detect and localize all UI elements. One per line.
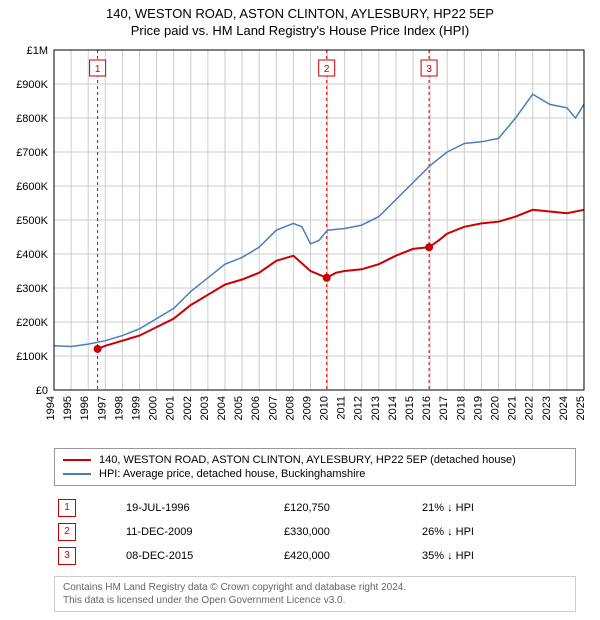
xtick-label: 2023 bbox=[541, 396, 553, 420]
xtick-label: 2005 bbox=[233, 396, 245, 420]
xtick-label: 2021 bbox=[507, 396, 519, 420]
xtick-label: 2019 bbox=[472, 396, 484, 420]
xtick-label: 2015 bbox=[404, 396, 416, 420]
marker-dot bbox=[323, 274, 331, 282]
xtick-label: 2009 bbox=[301, 396, 313, 420]
marker-flag-num: 2 bbox=[324, 64, 330, 75]
xtick-label: 2017 bbox=[438, 396, 450, 420]
ytick-label: £1M bbox=[27, 45, 48, 57]
marker-price: £330,000 bbox=[280, 520, 418, 544]
footer-line2: This data is licensed under the Open Gov… bbox=[63, 594, 567, 607]
ytick-label: £0 bbox=[36, 385, 48, 397]
xtick-label: 2025 bbox=[575, 396, 587, 420]
marker-date: 19-JUL-1996 bbox=[122, 496, 280, 520]
xtick-label: 2011 bbox=[336, 396, 348, 420]
marker-dot bbox=[425, 243, 433, 251]
attribution-footer: Contains HM Land Registry data © Crown c… bbox=[54, 576, 576, 612]
marker-delta: 35% ↓ HPI bbox=[418, 544, 576, 568]
legend-label: HPI: Average price, detached house, Buck… bbox=[99, 468, 365, 480]
legend-label: 140, WESTON ROAD, ASTON CLINTON, AYLESBU… bbox=[99, 454, 516, 466]
xtick-label: 2024 bbox=[558, 396, 570, 420]
ytick-label: £100K bbox=[16, 351, 48, 363]
xtick-label: 1996 bbox=[79, 396, 91, 420]
marker-box: 3 bbox=[58, 547, 76, 565]
xtick-label: 2002 bbox=[182, 396, 194, 420]
legend-row: 140, WESTON ROAD, ASTON CLINTON, AYLESBU… bbox=[63, 453, 567, 467]
marker-date: 11-DEC-2009 bbox=[122, 520, 280, 544]
xtick-label: 2006 bbox=[250, 396, 262, 420]
marker-date: 08-DEC-2015 bbox=[122, 544, 280, 568]
chart-title-address: 140, WESTON ROAD, ASTON CLINTON, AYLESBU… bbox=[0, 6, 600, 21]
ytick-label: £900K bbox=[16, 79, 48, 91]
ytick-label: £300K bbox=[16, 283, 48, 295]
marker-row: 1 19-JUL-1996£120,75021% ↓ HPI bbox=[54, 496, 576, 520]
chart-plot: £0 £100K £200K £300K £400K £500K £600K £700K £80… bbox=[0, 40, 600, 440]
marker-box: 2 bbox=[58, 523, 76, 541]
marker-price: £120,750 bbox=[280, 496, 418, 520]
marker-dot bbox=[94, 345, 102, 353]
xtick-label: 2012 bbox=[353, 396, 365, 420]
marker-table: 1 19-JUL-1996£120,75021% ↓ HPI 2 11-DEC-200… bbox=[54, 496, 576, 568]
xtick-label: 2003 bbox=[199, 396, 211, 420]
marker-row: 2 11-DEC-2009£330,00026% ↓ HPI bbox=[54, 520, 576, 544]
marker-flag-num: 3 bbox=[426, 64, 432, 75]
chart-container: 140, WESTON ROAD, ASTON CLINTON, AYLESBU… bbox=[0, 0, 600, 612]
xtick-label: 2022 bbox=[524, 396, 536, 420]
marker-row: 3 08-DEC-2015£420,00035% ↓ HPI bbox=[54, 544, 576, 568]
xtick-label: 2001 bbox=[165, 396, 177, 420]
xtick-label: 1999 bbox=[130, 396, 142, 420]
chart-titles: 140, WESTON ROAD, ASTON CLINTON, AYLESBU… bbox=[0, 0, 600, 40]
marker-box: 1 bbox=[58, 499, 76, 517]
xtick-label: 1998 bbox=[113, 396, 125, 420]
legend-swatch bbox=[63, 473, 91, 475]
chart-svg: £0 £100K £200K £300K £400K £500K £600K £700K £80… bbox=[0, 40, 600, 440]
chart-title-sub: Price paid vs. HM Land Registry's House … bbox=[0, 23, 600, 38]
xtick-label: 2014 bbox=[387, 396, 399, 420]
ytick-label: £500K bbox=[16, 215, 48, 227]
xtick-label: 2020 bbox=[490, 396, 502, 420]
ytick-label: £700K bbox=[16, 147, 48, 159]
xtick-label: 2000 bbox=[148, 396, 160, 420]
ytick-label: £600K bbox=[16, 181, 48, 193]
ytick-label: £400K bbox=[16, 249, 48, 261]
xtick-label: 2008 bbox=[284, 396, 296, 420]
legend: 140, WESTON ROAD, ASTON CLINTON, AYLESBU… bbox=[54, 448, 576, 486]
xtick-label: 2007 bbox=[267, 396, 279, 420]
xtick-label: 1995 bbox=[62, 396, 74, 420]
marker-flag-num: 1 bbox=[95, 64, 101, 75]
xtick-label: 2016 bbox=[421, 396, 433, 420]
xtick-label: 2018 bbox=[455, 396, 467, 420]
xtick-label: 1997 bbox=[96, 396, 108, 420]
marker-delta: 21% ↓ HPI bbox=[418, 496, 576, 520]
legend-swatch bbox=[63, 459, 91, 461]
marker-delta: 26% ↓ HPI bbox=[418, 520, 576, 544]
xtick-label: 2013 bbox=[370, 396, 382, 420]
ytick-label: £800K bbox=[16, 113, 48, 125]
ytick-label: £200K bbox=[16, 317, 48, 329]
xtick-label: 2004 bbox=[216, 396, 228, 420]
footer-line1: Contains HM Land Registry data © Crown c… bbox=[63, 581, 567, 594]
xtick-label: 1994 bbox=[45, 396, 57, 420]
legend-row: HPI: Average price, detached house, Buck… bbox=[63, 467, 567, 481]
marker-price: £420,000 bbox=[280, 544, 418, 568]
xtick-label: 2010 bbox=[319, 396, 331, 420]
